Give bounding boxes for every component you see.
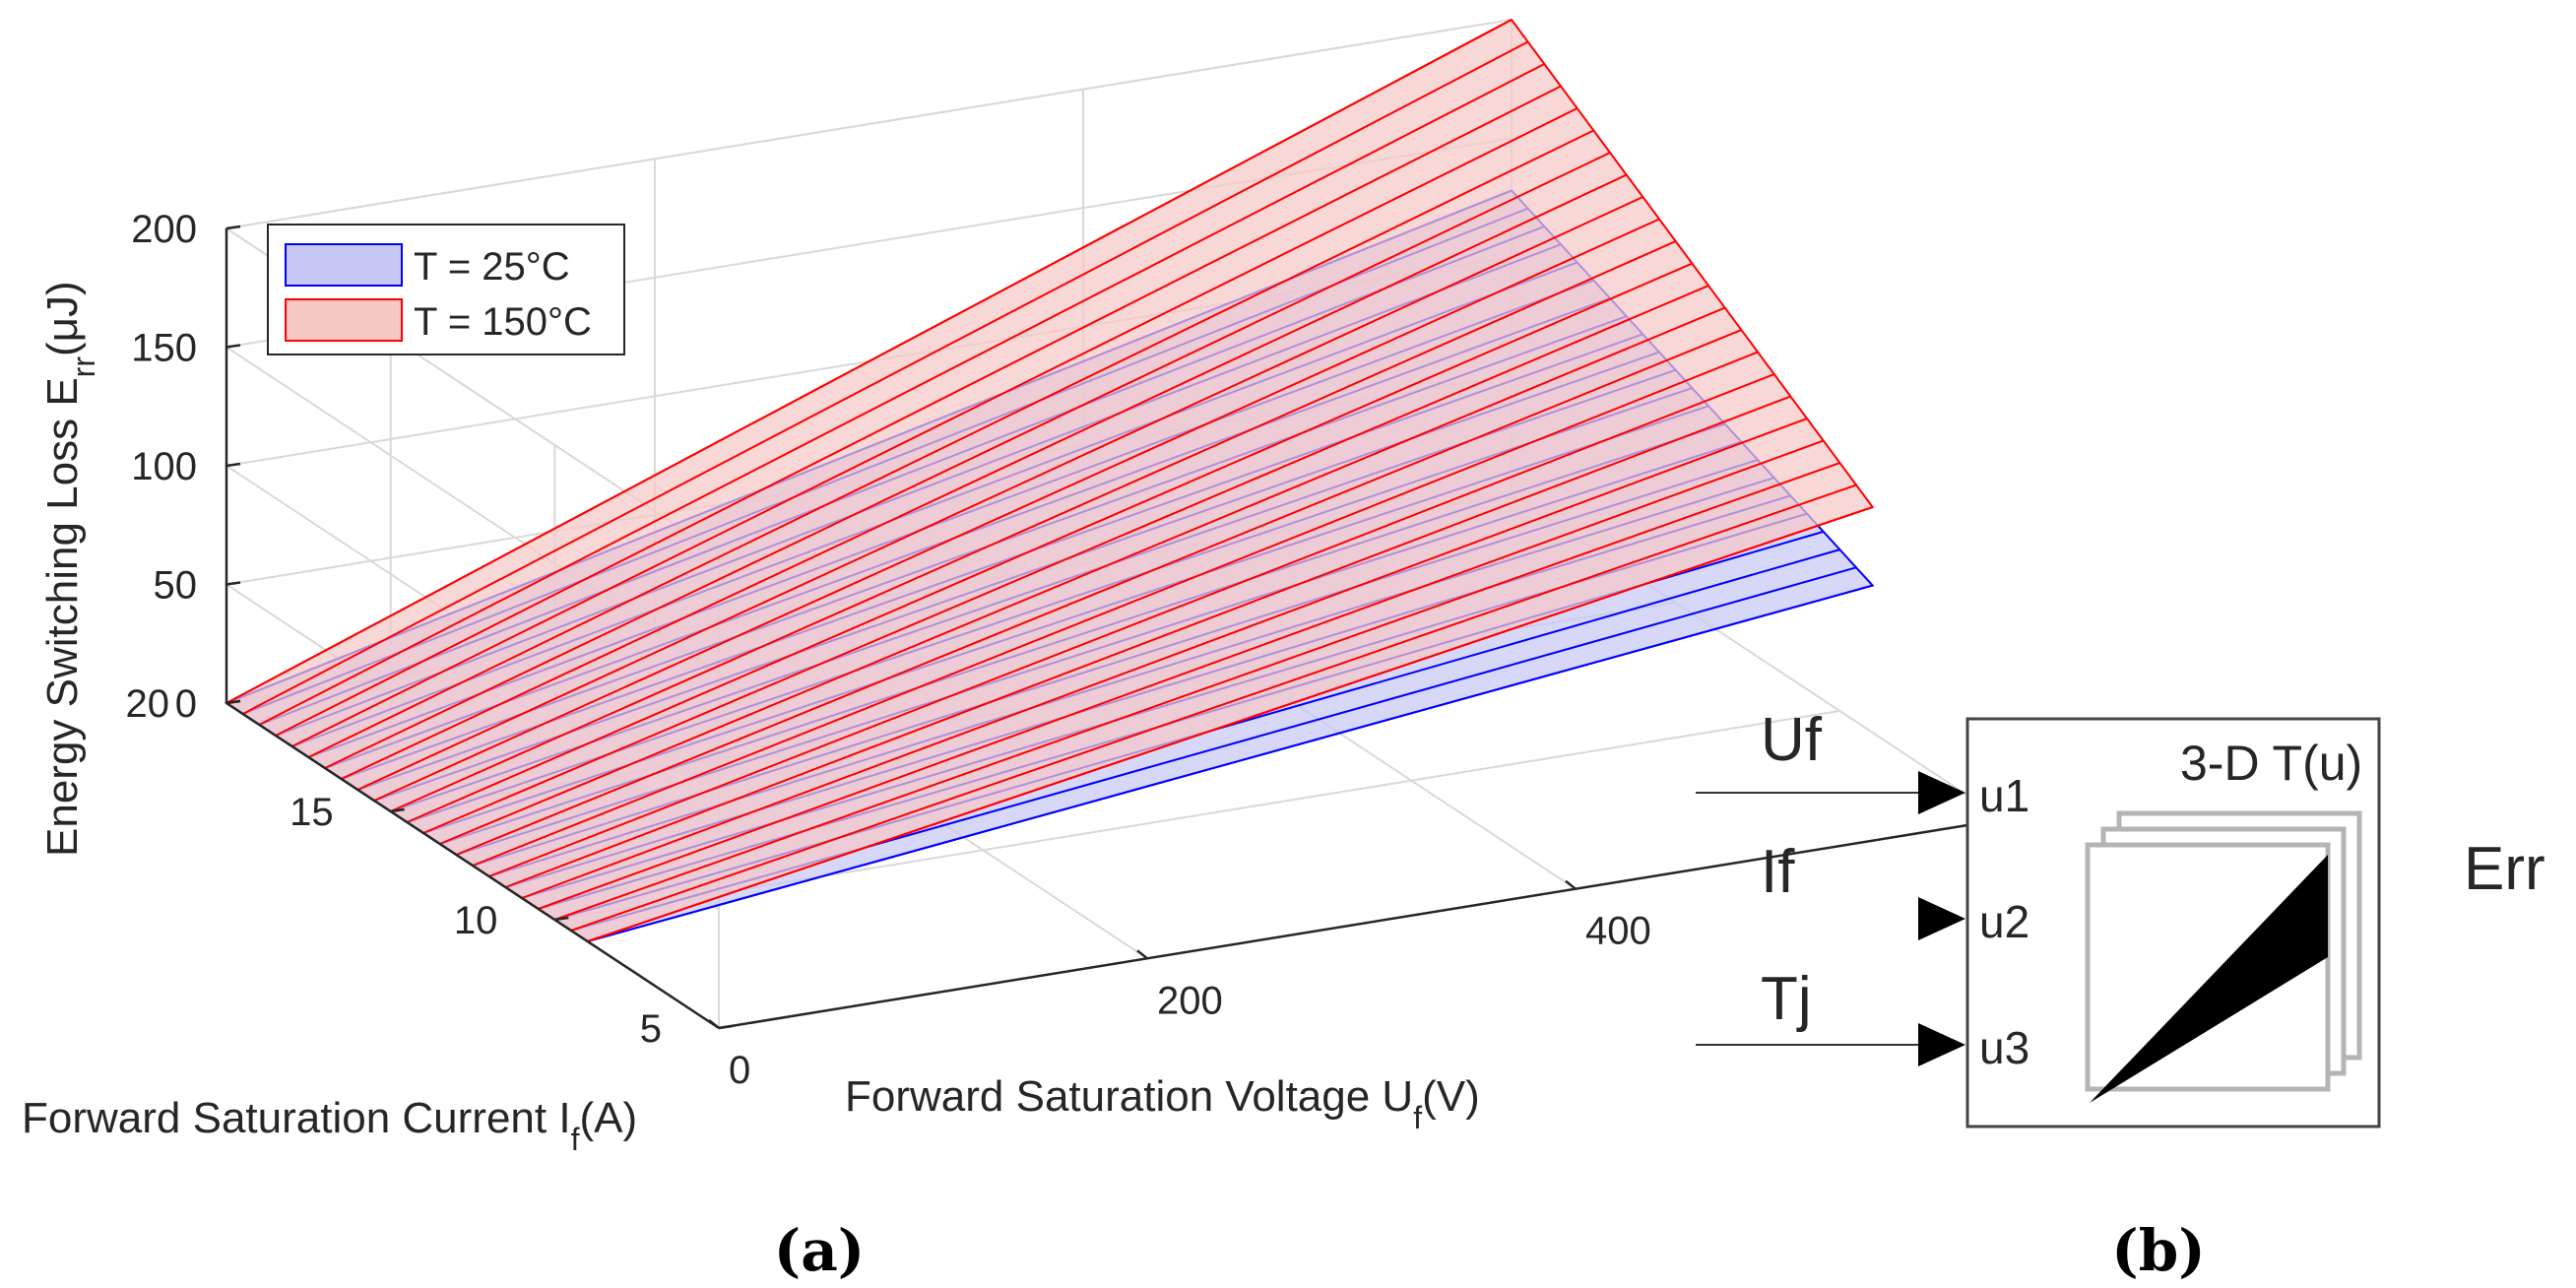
y-tick-label: 20 xyxy=(126,682,170,726)
block-title: 3-D T(u) xyxy=(2180,736,2362,791)
x-tick-mark xyxy=(708,1019,720,1029)
legend-swatch-25c xyxy=(285,243,403,287)
mesh-line xyxy=(439,306,1726,845)
y-tick-mark xyxy=(390,807,405,813)
port-arrow-u2 xyxy=(1918,897,1965,940)
z-tick-mark xyxy=(225,225,241,230)
y-tick-label: 10 xyxy=(454,899,498,942)
y-tick-mark xyxy=(225,699,241,705)
z-tick-label: 100 xyxy=(131,445,197,488)
mesh-line xyxy=(553,462,1840,921)
mesh-line xyxy=(242,40,1529,715)
mesh-line xyxy=(390,240,1677,812)
legend-label-150c: T = 150°C xyxy=(414,300,592,344)
port-label-u3: u3 xyxy=(1979,1022,2029,1073)
mesh-line xyxy=(307,129,1594,758)
surface-150c xyxy=(225,18,1875,943)
mesh-line xyxy=(504,395,1791,888)
input-signal-tj: Tj xyxy=(1761,965,1812,1033)
y-tick-mark xyxy=(554,916,569,922)
mesh-line xyxy=(570,483,1857,932)
z-tick-label: 150 xyxy=(131,327,197,370)
y-axis-line xyxy=(225,701,720,1030)
mesh-line xyxy=(488,373,1775,877)
x-tick-label: 400 xyxy=(1585,910,1651,953)
x-axis-title: Forward Saturation Voltage Uf(V) xyxy=(845,1072,1480,1135)
x-tick-label: 0 xyxy=(729,1049,750,1092)
mesh-line xyxy=(225,19,1513,704)
mesh-line xyxy=(373,218,1660,802)
chart-3d-surface: 05010015020051015200200400600 Energy Swi… xyxy=(22,18,2080,1284)
mesh-line xyxy=(258,63,1545,726)
y-tick-mark xyxy=(718,1024,734,1030)
mesh-line xyxy=(538,439,1825,910)
lookup-table-block-diagram: Uf If Tj u1 u2 u3 3-D T(u) Err (b) xyxy=(1696,706,2545,1284)
x-tick-label: 200 xyxy=(1157,979,1223,1022)
port-arrow-u3 xyxy=(1918,1023,1965,1066)
mesh-line xyxy=(356,196,1643,791)
lookup-table-icon xyxy=(2085,810,2362,1103)
y-axis-title: Forward Saturation Current If(A) xyxy=(22,1094,637,1157)
input-signal-if: If xyxy=(1761,838,1795,906)
y-tick-label: 5 xyxy=(640,1007,662,1051)
mesh-line xyxy=(472,351,1759,867)
z-tick-label: 200 xyxy=(131,208,197,251)
z-tick-mark xyxy=(225,581,241,586)
y-tick-label: 15 xyxy=(290,791,334,834)
panel-label-b: (b) xyxy=(2111,1217,2205,1284)
chart-axes xyxy=(225,225,2005,1030)
mesh-line xyxy=(406,262,1693,823)
z-tick-label: 0 xyxy=(175,682,197,726)
mesh-line xyxy=(275,85,1562,737)
legend-swatch-150c xyxy=(285,298,403,342)
mesh-line xyxy=(587,584,1873,942)
x-axis-line xyxy=(718,817,2005,1030)
input-signal-uf: Uf xyxy=(1761,706,1823,774)
z-tick-mark xyxy=(225,462,241,468)
mesh-line xyxy=(521,418,1808,899)
legend-label-25c: T = 25°C xyxy=(414,245,570,289)
x-tick-mark xyxy=(1565,879,1577,890)
z-tick-mark xyxy=(225,344,241,349)
chart-legend: T = 25°C T = 150°C xyxy=(267,224,625,355)
port-label-u1: u1 xyxy=(1979,770,2029,821)
table-curve-icon xyxy=(2090,855,2328,1103)
x-tick-mark xyxy=(1136,949,1148,960)
mesh-line xyxy=(455,329,1742,856)
output-signal-err: Err xyxy=(2464,835,2545,903)
mesh-line xyxy=(291,107,1578,747)
mesh-line xyxy=(341,173,1628,780)
z-tick-label: 50 xyxy=(154,564,198,608)
panel-label-a: (a) xyxy=(774,1217,865,1284)
z-axis-title: Energy Switching Loss Err(μJ) xyxy=(38,281,101,857)
chart-tick-labels: 05010015020051015200200400600 xyxy=(126,208,2080,1092)
mesh-line xyxy=(587,506,1873,942)
port-label-u2: u2 xyxy=(1979,896,2029,947)
chart-surfaces xyxy=(224,18,1875,943)
mesh-line xyxy=(422,285,1709,834)
port-arrow-u1 xyxy=(1918,771,1965,814)
mesh-line xyxy=(324,152,1611,769)
